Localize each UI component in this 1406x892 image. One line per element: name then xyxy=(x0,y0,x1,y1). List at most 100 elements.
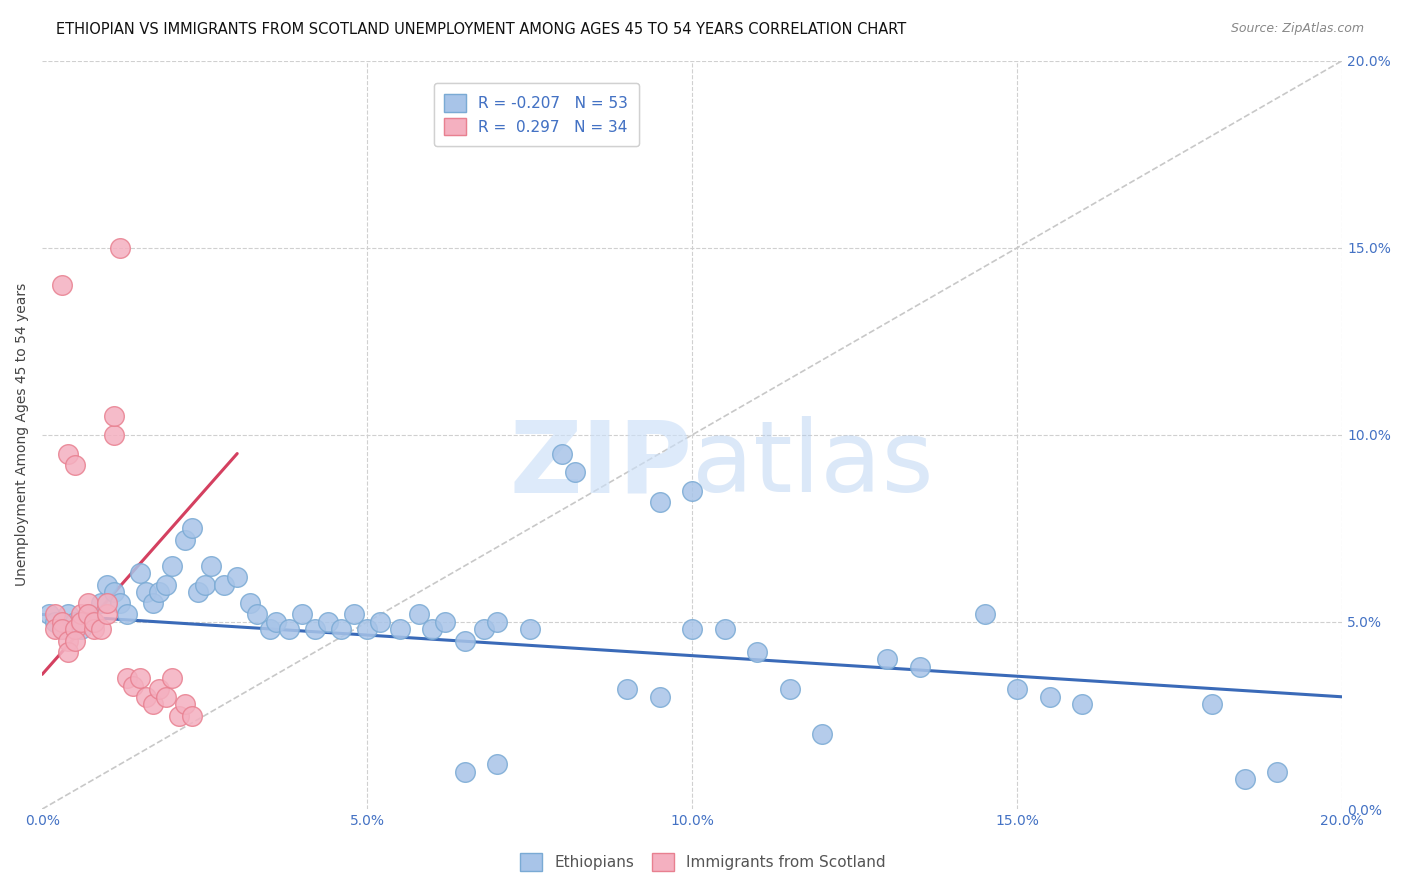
Legend: Ethiopians, Immigrants from Scotland: Ethiopians, Immigrants from Scotland xyxy=(515,847,891,877)
Point xyxy=(58,446,80,460)
Point xyxy=(1233,772,1256,786)
Point xyxy=(239,596,262,610)
Point xyxy=(174,698,197,712)
Point xyxy=(103,409,125,424)
Point xyxy=(1007,682,1029,697)
Point xyxy=(876,652,898,666)
Text: atlas: atlas xyxy=(692,417,934,513)
Point xyxy=(155,577,177,591)
Point xyxy=(70,623,93,637)
Point xyxy=(420,623,443,637)
Point xyxy=(648,690,671,704)
Point xyxy=(103,585,125,599)
Point xyxy=(76,607,98,622)
Point xyxy=(90,623,112,637)
Point xyxy=(63,458,86,472)
Point xyxy=(135,585,157,599)
Point xyxy=(76,607,98,622)
Point xyxy=(51,623,73,637)
Point xyxy=(128,671,150,685)
Point xyxy=(259,623,281,637)
Point xyxy=(63,633,86,648)
Point xyxy=(187,585,209,599)
Point xyxy=(160,558,183,573)
Point xyxy=(58,607,80,622)
Text: Source: ZipAtlas.com: Source: ZipAtlas.com xyxy=(1230,22,1364,36)
Point xyxy=(148,682,170,697)
Point xyxy=(454,633,477,648)
Point xyxy=(96,596,118,610)
Point xyxy=(115,671,138,685)
Point xyxy=(167,708,190,723)
Point xyxy=(58,645,80,659)
Point xyxy=(44,615,66,629)
Point xyxy=(1201,698,1223,712)
Point xyxy=(122,679,145,693)
Point xyxy=(246,607,269,622)
Point xyxy=(472,623,495,637)
Point xyxy=(174,533,197,547)
Point xyxy=(200,558,222,573)
Legend: R = -0.207   N = 53, R =  0.297   N = 34: R = -0.207 N = 53, R = 0.297 N = 34 xyxy=(434,83,638,146)
Point xyxy=(343,607,366,622)
Point xyxy=(148,585,170,599)
Point xyxy=(278,623,301,637)
Point xyxy=(356,623,378,637)
Point xyxy=(486,615,509,629)
Point xyxy=(90,596,112,610)
Point xyxy=(908,660,931,674)
Point xyxy=(973,607,995,622)
Point xyxy=(551,446,574,460)
Point xyxy=(747,645,769,659)
Y-axis label: Unemployment Among Ages 45 to 54 years: Unemployment Among Ages 45 to 54 years xyxy=(15,284,30,586)
Point xyxy=(63,623,86,637)
Point xyxy=(616,682,638,697)
Point xyxy=(264,615,287,629)
Point xyxy=(180,708,202,723)
Point xyxy=(160,671,183,685)
Point xyxy=(155,690,177,704)
Point xyxy=(142,596,165,610)
Point xyxy=(434,615,457,629)
Point xyxy=(779,682,801,697)
Point xyxy=(368,615,391,629)
Point xyxy=(681,483,703,498)
Point xyxy=(76,596,98,610)
Point xyxy=(103,428,125,442)
Point xyxy=(291,607,314,622)
Point xyxy=(96,577,118,591)
Point xyxy=(388,623,411,637)
Point xyxy=(108,241,131,255)
Point xyxy=(648,495,671,509)
Point xyxy=(330,623,353,637)
Point xyxy=(226,570,249,584)
Point xyxy=(51,623,73,637)
Point xyxy=(681,623,703,637)
Point xyxy=(1039,690,1062,704)
Text: ZIP: ZIP xyxy=(509,417,692,513)
Point xyxy=(408,607,430,622)
Point xyxy=(142,698,165,712)
Point xyxy=(713,623,735,637)
Point xyxy=(194,577,217,591)
Point xyxy=(63,615,86,629)
Point xyxy=(51,278,73,293)
Point xyxy=(1071,698,1094,712)
Point xyxy=(51,615,73,629)
Point xyxy=(564,465,586,479)
Point xyxy=(304,623,326,637)
Point xyxy=(811,727,834,741)
Point xyxy=(83,615,105,629)
Point xyxy=(115,607,138,622)
Text: ETHIOPIAN VS IMMIGRANTS FROM SCOTLAND UNEMPLOYMENT AMONG AGES 45 TO 54 YEARS COR: ETHIOPIAN VS IMMIGRANTS FROM SCOTLAND UN… xyxy=(56,22,907,37)
Point xyxy=(70,615,93,629)
Point xyxy=(96,607,118,622)
Point xyxy=(486,757,509,772)
Point xyxy=(454,764,477,779)
Point xyxy=(180,521,202,535)
Point xyxy=(212,577,235,591)
Point xyxy=(519,623,541,637)
Point xyxy=(44,623,66,637)
Point xyxy=(44,607,66,622)
Point xyxy=(135,690,157,704)
